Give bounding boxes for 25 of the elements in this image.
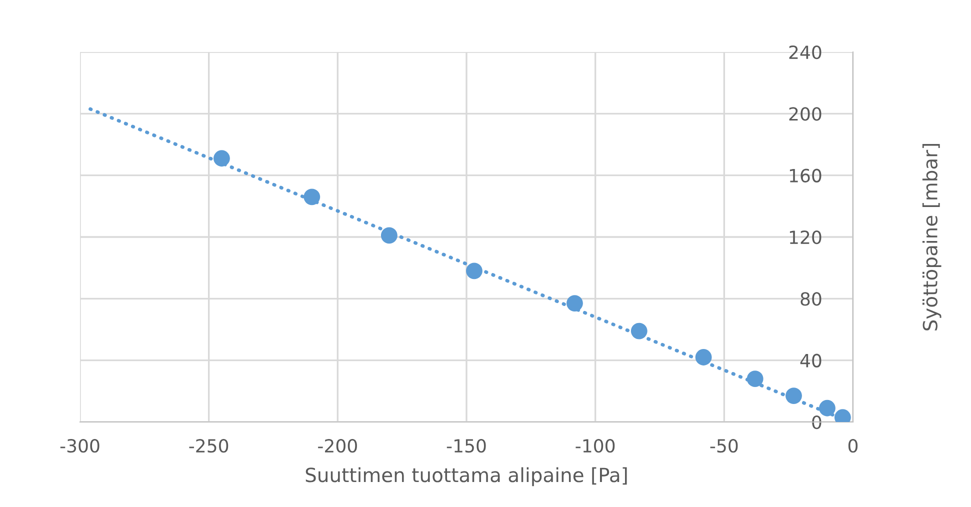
y-tick-label: 160 [790, 168, 822, 182]
point [214, 150, 230, 167]
x-tick-label: -250 [189, 438, 228, 453]
point [566, 295, 583, 312]
y-tick-label: 120 [790, 230, 822, 244]
x-tick-label: -100 [576, 438, 615, 453]
point [466, 262, 482, 280]
point [819, 400, 836, 416]
x-tick-label: 0 [848, 438, 858, 453]
point [695, 349, 712, 366]
point [304, 188, 320, 206]
point [786, 388, 802, 404]
x-axis-title: Suuttimen tuottama alipaine [Pa] [306, 467, 627, 486]
point [380, 227, 398, 244]
point [630, 322, 648, 340]
x-tick-label: -300 [60, 438, 100, 453]
point [746, 370, 764, 388]
y-axis-title: Syöttöpaine [mbar] [922, 144, 942, 330]
x-tick-label: -200 [318, 438, 357, 453]
x-tick-label: -50 [710, 438, 738, 453]
x-tick-label: -150 [446, 438, 486, 453]
y-tick-label: 80 [800, 292, 822, 306]
y-tick-label: 40 [800, 354, 822, 368]
y-tick-label: 240 [789, 45, 822, 60]
y-tick-label: 200 [789, 107, 822, 121]
